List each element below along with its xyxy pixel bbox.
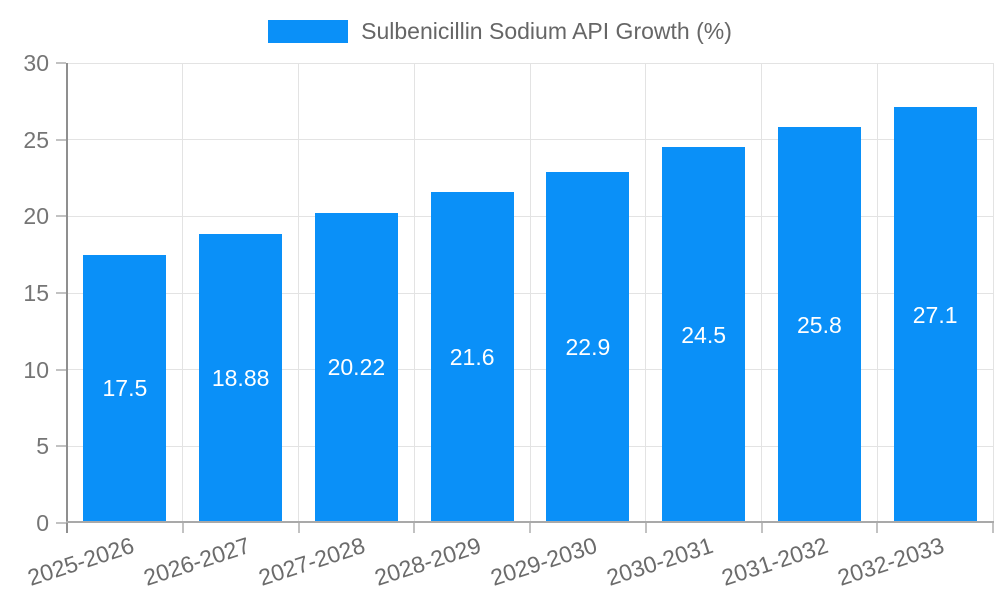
- y-axis-tick: [56, 445, 66, 448]
- x-axis-tick: [413, 523, 416, 533]
- x-axis-tick: [297, 523, 300, 533]
- bar[interactable]: 20.22: [314, 212, 398, 523]
- x-tick-label: 2031-2032: [718, 532, 832, 591]
- y-tick-label: 30: [23, 50, 49, 76]
- legend-swatch-icon: [268, 20, 349, 43]
- bar-value-label: 25.8: [796, 311, 842, 338]
- bar-value-label: 24.5: [681, 321, 726, 348]
- gridline-vertical: [645, 63, 647, 523]
- bar[interactable]: 27.1: [893, 107, 977, 523]
- gridline-vertical: [761, 63, 762, 523]
- y-tick-label: 10: [23, 356, 49, 383]
- bar[interactable]: 24.5: [662, 147, 746, 523]
- y-axis-tick: [56, 368, 66, 371]
- bar[interactable]: 17.5: [83, 254, 167, 523]
- y-axis-tick: [56, 62, 66, 64]
- x-tick-label: 2025-2026: [24, 532, 137, 591]
- gridline-vertical: [876, 63, 878, 523]
- gridline-vertical: [298, 63, 299, 523]
- gridline-vertical: [182, 63, 184, 523]
- legend[interactable]: Sulbenicillin Sodium API Growth (%): [0, 18, 1000, 45]
- x-tick-label: 2030-2031: [603, 532, 716, 591]
- y-tick-label: 20: [23, 203, 49, 230]
- x-tick-label: 2029-2030: [487, 532, 600, 591]
- x-axis-line: [66, 521, 994, 523]
- y-axis-tick: [56, 138, 66, 141]
- bar-value-label: 21.6: [449, 343, 495, 370]
- x-tick-label: 2032-2033: [834, 532, 948, 591]
- bar[interactable]: 18.88: [199, 233, 283, 523]
- x-axis-tick: [992, 523, 994, 533]
- x-axis-tick: [181, 523, 184, 533]
- y-axis-line: [66, 63, 68, 533]
- y-tick-label: 25: [23, 126, 49, 153]
- bar[interactable]: 22.9: [546, 171, 630, 523]
- x-tick-label: 2026-2027: [140, 532, 253, 591]
- x-axis-tick: [529, 523, 531, 533]
- bar-value-label: 22.9: [565, 333, 611, 360]
- x-axis-tick: [876, 523, 879, 533]
- bar-value-label: 20.22: [327, 354, 386, 381]
- plot-area: 17.5 18.88 20.22 21.6 22.9 24.5 25.8 27.1: [67, 62, 994, 523]
- y-axis-tick: [56, 215, 66, 218]
- x-axis-tick: [644, 523, 647, 533]
- x-tick-label: 2028-2029: [371, 532, 485, 591]
- y-tick-label: 5: [36, 433, 49, 460]
- bar-value-label: 17.5: [102, 375, 148, 402]
- gridline-vertical: [413, 63, 415, 523]
- y-axis-tick: [56, 292, 66, 294]
- y-axis-tick: [56, 522, 66, 524]
- gridline-vertical: [992, 63, 994, 523]
- bar-value-label: 18.88: [211, 364, 270, 391]
- legend-label: Sulbenicillin Sodium API Growth (%): [361, 18, 732, 44]
- x-axis-tick: [760, 523, 763, 533]
- bar[interactable]: 21.6: [430, 191, 514, 523]
- gridline-vertical: [529, 63, 531, 523]
- x-tick-label: 2027-2028: [255, 532, 369, 591]
- y-tick-label: 0: [36, 510, 49, 536]
- y-tick-label: 15: [23, 280, 49, 306]
- bar[interactable]: 25.8: [777, 127, 861, 523]
- bar-value-label: 27.1: [912, 301, 958, 328]
